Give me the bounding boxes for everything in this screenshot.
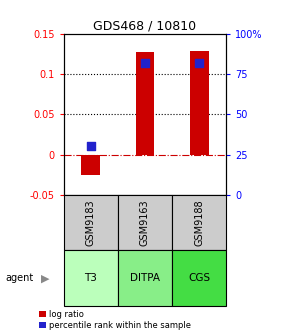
Bar — [172, 195, 226, 250]
Bar — [190, 51, 209, 155]
Point — [143, 60, 147, 65]
Text: CGS: CGS — [188, 273, 210, 283]
Text: GSM9163: GSM9163 — [140, 199, 150, 246]
Bar — [118, 195, 172, 250]
Bar — [64, 195, 118, 250]
Bar — [135, 52, 155, 155]
Legend: log ratio, percentile rank within the sample: log ratio, percentile rank within the sa… — [39, 310, 191, 330]
Text: T3: T3 — [84, 273, 97, 283]
Text: agent: agent — [6, 273, 34, 283]
Point — [88, 144, 93, 149]
Bar — [64, 250, 118, 306]
Bar — [81, 155, 100, 175]
Text: ▶: ▶ — [41, 273, 49, 283]
Bar — [118, 250, 172, 306]
Text: DITPA: DITPA — [130, 273, 160, 283]
Title: GDS468 / 10810: GDS468 / 10810 — [93, 19, 197, 33]
Point — [197, 60, 202, 65]
Text: GSM9188: GSM9188 — [194, 199, 204, 246]
Bar — [172, 250, 226, 306]
Text: GSM9183: GSM9183 — [86, 199, 96, 246]
